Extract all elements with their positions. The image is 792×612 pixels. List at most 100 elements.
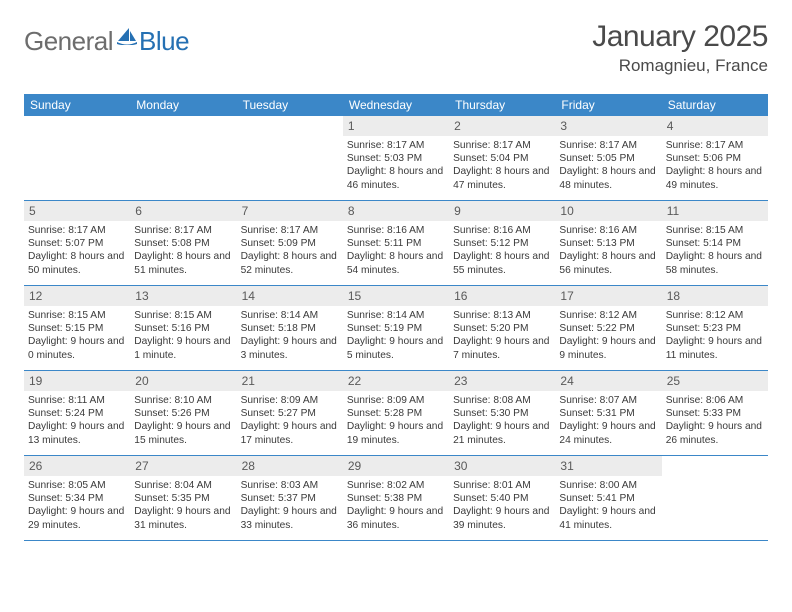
title-block: January 2025 Romagnieu, France — [592, 20, 768, 76]
week-row: 26Sunrise: 8:05 AMSunset: 5:34 PMDayligh… — [24, 456, 768, 541]
sunset-line: Sunset: 5:26 PM — [134, 407, 232, 420]
day-cell — [24, 116, 130, 200]
sunrise-line: Sunrise: 8:17 AM — [134, 224, 232, 237]
day-info: Sunrise: 8:14 AMSunset: 5:18 PMDaylight:… — [237, 309, 343, 365]
week-row: 5Sunrise: 8:17 AMSunset: 5:07 PMDaylight… — [24, 201, 768, 286]
daylight-line: Daylight: 9 hours and 19 minutes. — [347, 420, 445, 446]
daylight-line: Daylight: 9 hours and 21 minutes. — [453, 420, 551, 446]
header: General Blue January 2025 Romagnieu, Fra… — [24, 20, 768, 76]
sunrise-line: Sunrise: 8:12 AM — [666, 309, 764, 322]
day-cell: 18Sunrise: 8:12 AMSunset: 5:23 PMDayligh… — [662, 286, 768, 370]
day-cell: 21Sunrise: 8:09 AMSunset: 5:27 PMDayligh… — [237, 371, 343, 455]
sunset-line: Sunset: 5:24 PM — [28, 407, 126, 420]
day-number: 6 — [130, 201, 236, 221]
daylight-line: Daylight: 8 hours and 50 minutes. — [28, 250, 126, 276]
sunset-line: Sunset: 5:13 PM — [559, 237, 657, 250]
day-number — [24, 116, 130, 136]
sunset-line: Sunset: 5:12 PM — [453, 237, 551, 250]
day-cell: 17Sunrise: 8:12 AMSunset: 5:22 PMDayligh… — [555, 286, 661, 370]
weekday-header: Saturday — [662, 94, 768, 116]
sunset-line: Sunset: 5:08 PM — [134, 237, 232, 250]
week-row: 19 Sunrise: 8:11 AMSunset: 5:24 PMDayligh… — [24, 371, 768, 456]
daylight-line: Daylight: 8 hours and 52 minutes. — [241, 250, 339, 276]
week-row: 12Sunrise: 8:15 AMSunset: 5:15 PMDayligh… — [24, 286, 768, 371]
day-cell: 20Sunrise: 8:10 AMSunset: 5:26 PMDayligh… — [130, 371, 236, 455]
day-number: 31 — [555, 456, 661, 476]
day-cell: 22Sunrise: 8:09 AMSunset: 5:28 PMDayligh… — [343, 371, 449, 455]
weekday-header: Tuesday — [237, 94, 343, 116]
day-number: 3 — [555, 116, 661, 136]
day-info: Sunrise: 8:09 AMSunset: 5:27 PMDaylight:… — [237, 394, 343, 450]
day-cell: 15Sunrise: 8:14 AMSunset: 5:19 PMDayligh… — [343, 286, 449, 370]
sunrise-line: Sunrise: 8:03 AM — [241, 479, 339, 492]
sunset-line: Sunset: 5:04 PM — [453, 152, 551, 165]
day-info: Sunrise: 8:16 AMSunset: 5:11 PMDaylight:… — [343, 224, 449, 280]
day-info: Sunrise: 8:16 AMSunset: 5:13 PMDaylight:… — [555, 224, 661, 280]
day-cell — [130, 116, 236, 200]
sunrise-line: Sunrise: 8:17 AM — [28, 224, 126, 237]
sunrise-line: Sunrise: 8:13 AM — [453, 309, 551, 322]
day-info: Sunrise: 8:17 AMSunset: 5:06 PMDaylight:… — [662, 139, 768, 195]
sunrise-line: Sunrise: 8:16 AM — [453, 224, 551, 237]
day-info: Sunrise: 8:09 AMSunset: 5:28 PMDaylight:… — [343, 394, 449, 450]
sunset-line: Sunset: 5:34 PM — [28, 492, 126, 505]
day-info: Sunrise: 8:01 AMSunset: 5:40 PMDaylight:… — [449, 479, 555, 535]
sunrise-line: Sunrise: 8:06 AM — [666, 394, 764, 407]
sunrise-line: Sunrise: 8:17 AM — [666, 139, 764, 152]
sunset-line: Sunset: 5:15 PM — [28, 322, 126, 335]
week-row: 1Sunrise: 8:17 AMSunset: 5:03 PMDaylight… — [24, 116, 768, 201]
day-number: 19 — [24, 371, 130, 391]
sunrise-line: Sunrise: 8:14 AM — [347, 309, 445, 322]
weeks-container: 1Sunrise: 8:17 AMSunset: 5:03 PMDaylight… — [24, 116, 768, 541]
day-cell: 27Sunrise: 8:04 AMSunset: 5:35 PMDayligh… — [130, 456, 236, 540]
day-info: Sunrise: 8:17 AMSunset: 5:04 PMDaylight:… — [449, 139, 555, 195]
day-number: 16 — [449, 286, 555, 306]
sunset-line: Sunset: 5:23 PM — [666, 322, 764, 335]
day-number: 13 — [130, 286, 236, 306]
day-info: Sunrise: 8:17 AMSunset: 5:09 PMDaylight:… — [237, 224, 343, 280]
day-info: Sunrise: 8:07 AMSunset: 5:31 PMDaylight:… — [555, 394, 661, 450]
sunrise-line: Sunrise: 8:05 AM — [28, 479, 126, 492]
daylight-line: Daylight: 9 hours and 13 minutes. — [28, 420, 126, 446]
daylight-line: Daylight: 9 hours and 41 minutes. — [559, 505, 657, 531]
day-info: Sunrise: 8:13 AMSunset: 5:20 PMDaylight:… — [449, 309, 555, 365]
location: Romagnieu, France — [592, 56, 768, 76]
sunset-line: Sunset: 5:14 PM — [666, 237, 764, 250]
day-cell: 28Sunrise: 8:03 AMSunset: 5:37 PMDayligh… — [237, 456, 343, 540]
day-cell: 3Sunrise: 8:17 AMSunset: 5:05 PMDaylight… — [555, 116, 661, 200]
sunset-line: Sunset: 5:06 PM — [666, 152, 764, 165]
brand-text-b: Blue — [139, 26, 189, 57]
day-cell: 4Sunrise: 8:17 AMSunset: 5:06 PMDaylight… — [662, 116, 768, 200]
daylight-line: Daylight: 9 hours and 24 minutes. — [559, 420, 657, 446]
day-info: Sunrise: 8:11 AMSunset: 5:24 PMDaylight:… — [24, 394, 130, 450]
day-number: 30 — [449, 456, 555, 476]
daylight-line: Daylight: 8 hours and 46 minutes. — [347, 165, 445, 191]
day-info: Sunrise: 8:02 AMSunset: 5:38 PMDaylight:… — [343, 479, 449, 535]
daylight-line: Daylight: 9 hours and 9 minutes. — [559, 335, 657, 361]
day-info: Sunrise: 8:17 AMSunset: 5:08 PMDaylight:… — [130, 224, 236, 280]
day-cell: 16 Sunrise: 8:13 AMSunset: 5:20 PMDayligh… — [449, 286, 555, 370]
day-number: 25 — [662, 371, 768, 391]
day-cell: 26 Sunrise: 8:05 AMSunset: 5:34 PMDayligh… — [24, 456, 130, 540]
day-cell: 23Sunrise: 8:08 AMSunset: 5:30 PMDayligh… — [449, 371, 555, 455]
brand-text-a: General — [24, 26, 113, 57]
daylight-line: Daylight: 9 hours and 29 minutes. — [28, 505, 126, 531]
day-cell: 2Sunrise: 8:17 AMSunset: 5:04 PMDaylight… — [449, 116, 555, 200]
day-number: 26 — [24, 456, 130, 476]
sunrise-line: Sunrise: 8:16 AM — [559, 224, 657, 237]
sunset-line: Sunset: 5:31 PM — [559, 407, 657, 420]
day-info: Sunrise: 8:15 AMSunset: 5:16 PMDaylight:… — [130, 309, 236, 365]
day-cell: 29Sunrise: 8:02 AMSunset: 5:38 PMDayligh… — [343, 456, 449, 540]
day-info: Sunrise: 8:14 AMSunset: 5:19 PMDaylight:… — [343, 309, 449, 365]
sunrise-line: Sunrise: 8:10 AM — [134, 394, 232, 407]
sunrise-line: Sunrise: 8:15 AM — [28, 309, 126, 322]
sunrise-line: Sunrise: 8:12 AM — [559, 309, 657, 322]
brand-sail-icon — [117, 27, 137, 50]
day-cell: 6 Sunrise: 8:17 AMSunset: 5:08 PMDaylight… — [130, 201, 236, 285]
sunrise-line: Sunrise: 8:17 AM — [453, 139, 551, 152]
sunset-line: Sunset: 5:11 PM — [347, 237, 445, 250]
day-number: 11 — [662, 201, 768, 221]
daylight-line: Daylight: 8 hours and 51 minutes. — [134, 250, 232, 276]
daylight-line: Daylight: 8 hours and 47 minutes. — [453, 165, 551, 191]
sunset-line: Sunset: 5:18 PM — [241, 322, 339, 335]
